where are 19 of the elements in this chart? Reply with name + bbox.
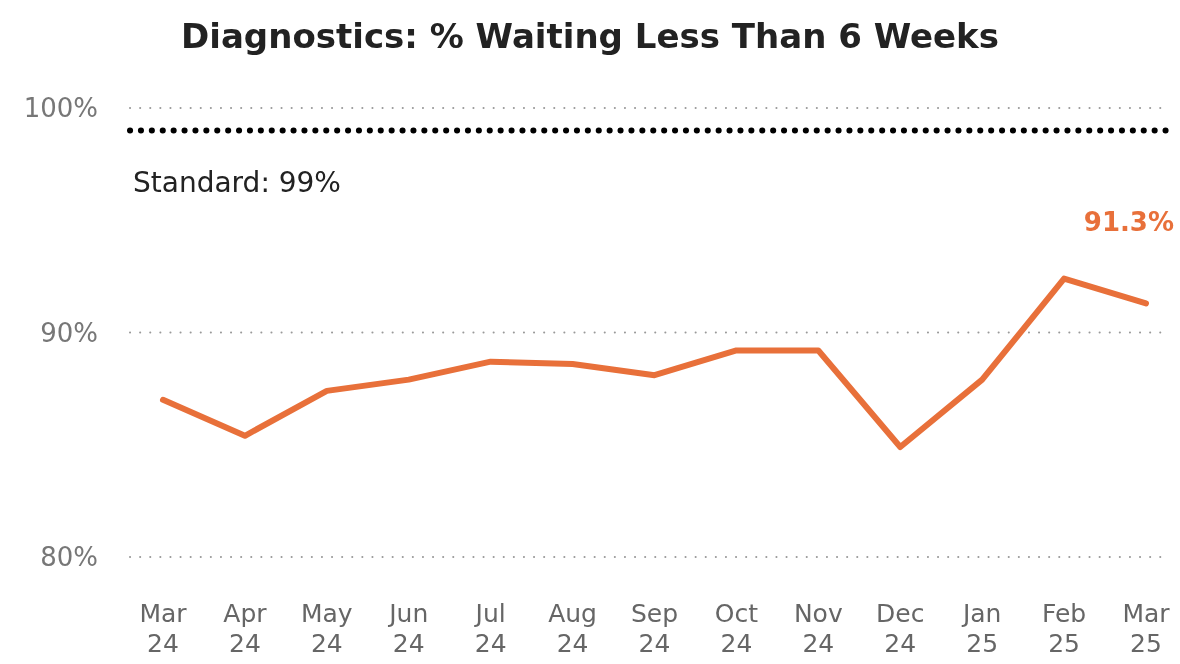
x-tick-label: Feb 25 <box>1041 599 1087 658</box>
x-tick-label: Dec 24 <box>876 599 925 658</box>
x-tick-label: Nov 24 <box>793 599 843 658</box>
x-tick-label: Mar 25 <box>1122 599 1171 658</box>
x-tick-label: Jun 24 <box>387 599 429 658</box>
x-tick-label: Aug 24 <box>548 599 597 658</box>
x-tick-label: May 24 <box>300 599 353 658</box>
x-tick-label: Oct 24 <box>714 599 759 658</box>
x-tick-label: Sep 24 <box>630 599 679 658</box>
data-label: 91.3% <box>1083 207 1174 238</box>
ref-line-label: Standard: 99% <box>133 166 341 200</box>
y-tick-label: 80% <box>40 542 98 572</box>
x-tick-label: Apr 24 <box>223 599 268 658</box>
chart-title: Diagnostics: % Waiting Less Than 6 Weeks <box>181 16 999 56</box>
x-tick-label: Jan 25 <box>960 599 1002 658</box>
y-tick-label: 90% <box>40 317 98 348</box>
x-tick-label: Mar 24 <box>139 599 188 658</box>
y-tick-label: 100% <box>23 93 98 123</box>
x-tick-label: Jul 24 <box>473 599 507 658</box>
